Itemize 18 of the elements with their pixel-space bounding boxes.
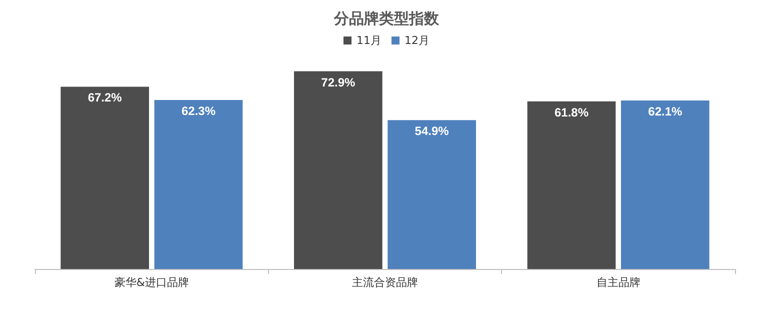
x-tick-label: 自主品牌	[596, 276, 640, 289]
bar	[60, 86, 150, 269]
bar	[294, 71, 382, 269]
data-label: 72.9%	[321, 75, 356, 90]
x-tick-label: 豪华&进口品牌	[114, 276, 189, 289]
data-label: 62.1%	[648, 104, 682, 119]
bar	[527, 101, 616, 269]
legend-label: 11月	[356, 34, 382, 47]
legend-label: 12月	[404, 34, 430, 47]
chart-title: 分品牌类型指数	[333, 10, 440, 28]
data-label: 54.9%	[414, 124, 450, 138]
data-label: 62.3%	[181, 104, 216, 118]
bar	[154, 100, 243, 269]
data-label: 61.8%	[554, 105, 589, 120]
data-label: 67.2%	[88, 90, 122, 105]
x-tick-label: 主流合资品牌	[352, 276, 418, 289]
bar	[388, 120, 476, 269]
bar	[620, 100, 710, 269]
